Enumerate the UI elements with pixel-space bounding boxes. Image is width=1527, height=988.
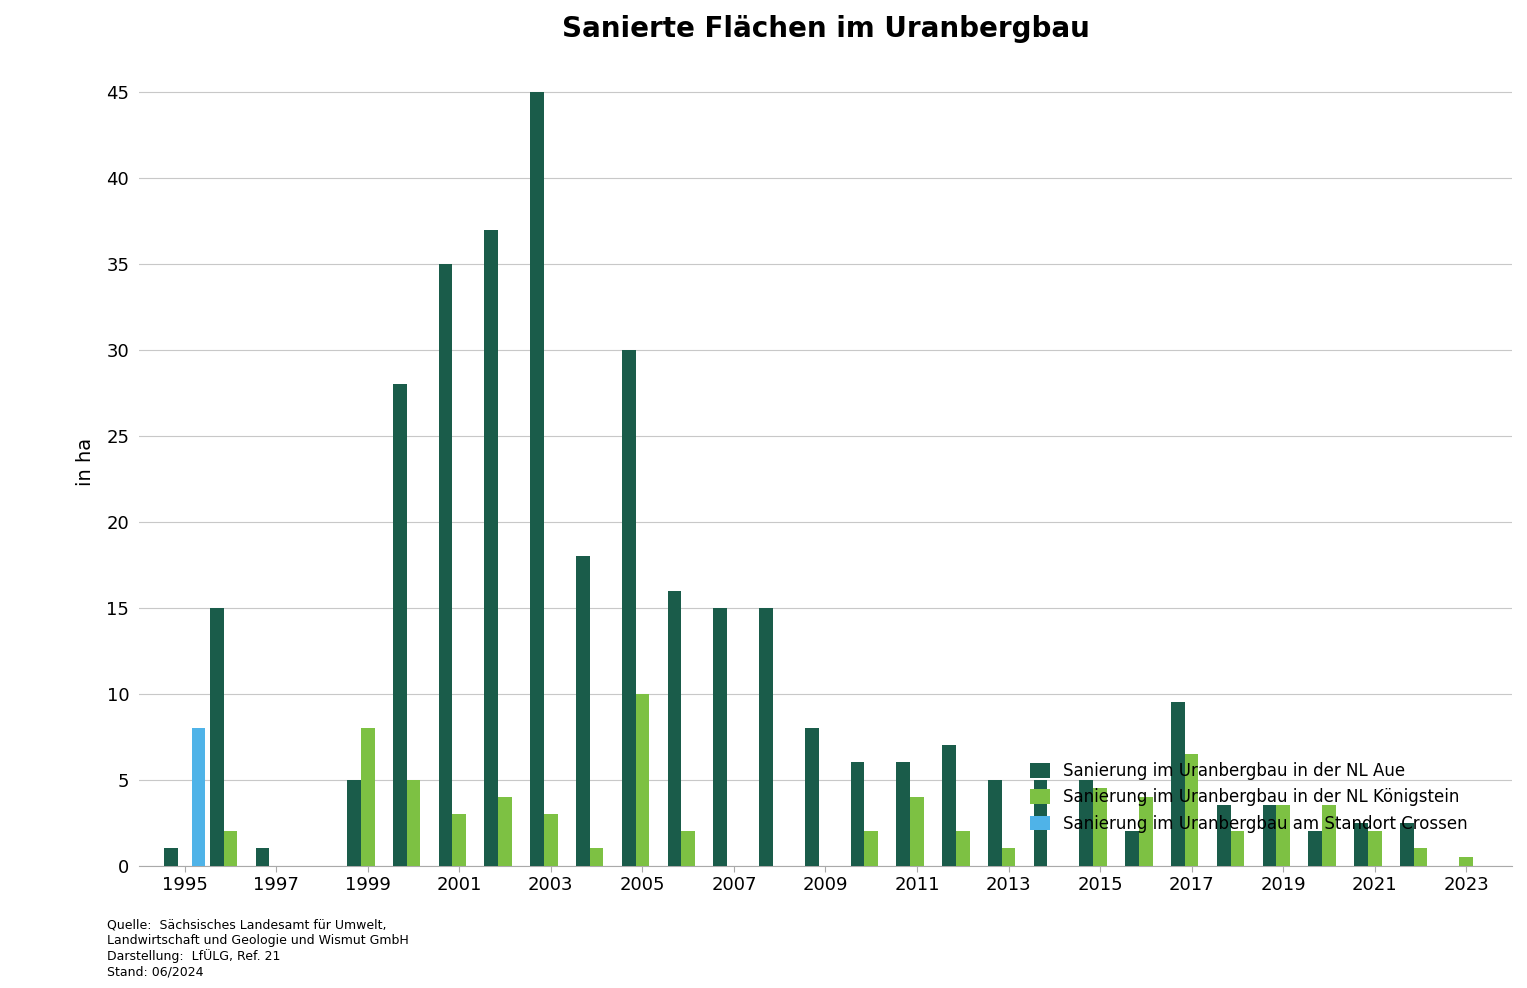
Bar — [347, 780, 360, 865]
Bar — [621, 350, 635, 865]
Bar — [681, 831, 695, 865]
Bar — [1263, 805, 1277, 865]
Bar — [406, 780, 420, 865]
Bar — [498, 796, 512, 865]
Bar — [576, 556, 589, 865]
Bar — [667, 591, 681, 865]
Text: Quelle:  Sächsisches Landesamt für Umwelt,
Landwirtschaft und Geologie und Wismu: Quelle: Sächsisches Landesamt für Umwelt… — [107, 919, 409, 978]
Title: Sanierte Flächen im Uranbergbau: Sanierte Flächen im Uranbergbau — [562, 15, 1089, 43]
Bar — [589, 849, 603, 865]
Bar — [1185, 754, 1199, 865]
Bar — [1277, 805, 1290, 865]
Bar — [1125, 831, 1139, 865]
Legend: Sanierung im Uranbergbau in der NL Aue, Sanierung im Uranbergbau in der NL König: Sanierung im Uranbergbau in der NL Aue, … — [1022, 754, 1477, 841]
Bar — [360, 728, 374, 865]
Bar — [530, 92, 544, 865]
Bar — [1309, 831, 1322, 865]
Bar — [759, 608, 773, 865]
Bar — [635, 694, 649, 865]
Bar — [209, 608, 223, 865]
Bar — [896, 763, 910, 865]
Bar — [255, 849, 269, 865]
Bar — [1368, 831, 1382, 865]
Bar — [1139, 796, 1153, 865]
Bar — [1080, 780, 1093, 865]
Bar — [1400, 823, 1414, 865]
Bar — [910, 796, 924, 865]
Bar — [484, 229, 498, 865]
Bar — [163, 849, 177, 865]
Bar — [191, 728, 205, 865]
Bar — [392, 384, 406, 865]
Bar — [1322, 805, 1336, 865]
Bar — [438, 264, 452, 865]
Bar — [1171, 702, 1185, 865]
Bar — [1002, 849, 1015, 865]
Y-axis label: in ha: in ha — [76, 438, 95, 486]
Bar — [851, 763, 864, 865]
Bar — [956, 831, 970, 865]
Bar — [452, 814, 466, 865]
Bar — [1093, 788, 1107, 865]
Bar — [1034, 780, 1048, 865]
Bar — [544, 814, 557, 865]
Bar — [713, 608, 727, 865]
Bar — [1354, 823, 1368, 865]
Bar — [805, 728, 818, 865]
Bar — [942, 745, 956, 865]
Bar — [864, 831, 878, 865]
Bar — [988, 780, 1002, 865]
Bar — [223, 831, 237, 865]
Bar — [1217, 805, 1231, 865]
Bar — [1460, 857, 1474, 865]
Bar — [1231, 831, 1245, 865]
Bar — [1414, 849, 1428, 865]
